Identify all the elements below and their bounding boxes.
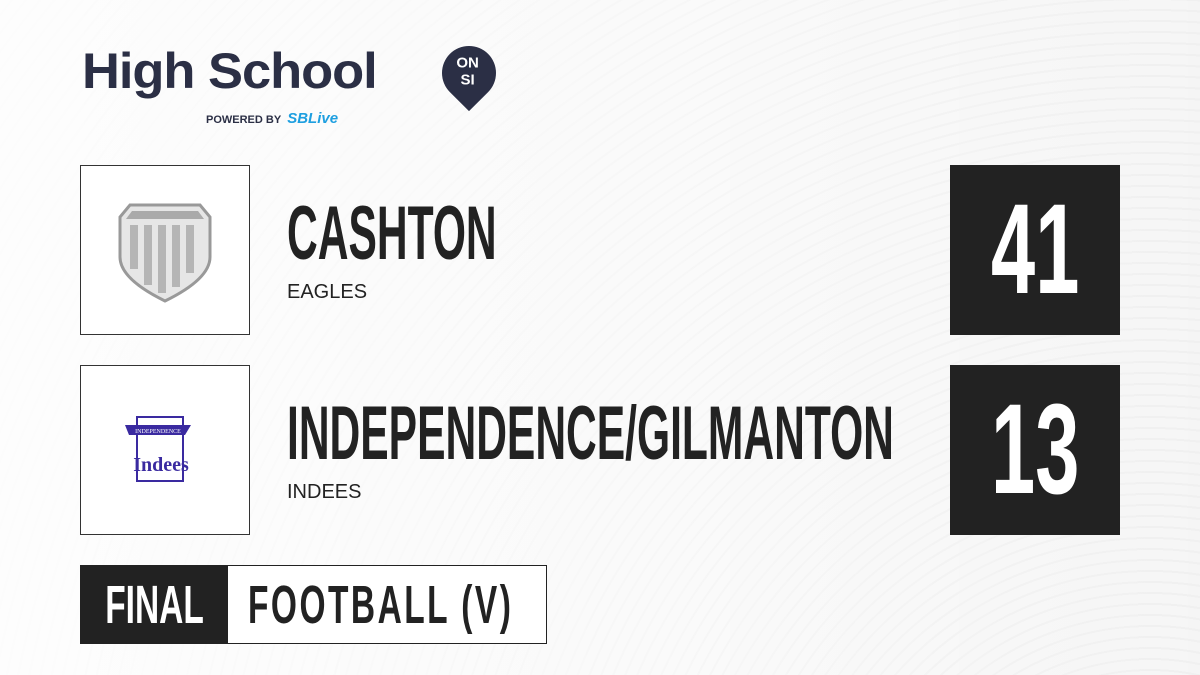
- score-away-value: 13: [990, 378, 1080, 521]
- sport-label-text: FOOTBALL (V): [248, 574, 514, 635]
- indees-logo: INDEPENDENCE Indees: [125, 416, 191, 482]
- badge-top: ON: [456, 54, 479, 72]
- team-logo-home: [80, 165, 250, 335]
- game-status-bar: FINAL FOOTBALL (V): [80, 565, 547, 644]
- badge-bottom: SI: [460, 71, 475, 89]
- score-home: 41: [950, 165, 1120, 335]
- team-name-home: CASHTON: [287, 191, 497, 276]
- sblive-logo: SBLive: [287, 110, 339, 127]
- team-mascot-away: INDEES: [287, 481, 362, 503]
- team-mascot-home: EAGLES: [287, 281, 368, 303]
- high-school-on-si-logo: High School ON SI POWERED BY SBLive: [82, 34, 508, 127]
- brand-title: High School: [82, 43, 378, 99]
- indees-logo-top-text: INDEPENDENCE: [135, 429, 181, 435]
- powered-by: POWERED BY SBLive: [206, 110, 338, 127]
- status-label: FINAL: [105, 574, 204, 635]
- sport-label: FOOTBALL (V): [228, 566, 676, 643]
- shield-icon: [118, 203, 212, 303]
- status-badge: FINAL: [81, 566, 228, 643]
- score-home-value: 41: [990, 178, 1080, 321]
- indees-logo-text: Indees: [133, 454, 189, 476]
- team-logo-away: INDEPENDENCE Indees: [80, 365, 250, 535]
- score-away: 13: [950, 365, 1120, 535]
- powered-by-label: POWERED BY: [206, 114, 282, 126]
- team-name-away: INDEPENDENCE/GILMANTON: [287, 391, 894, 476]
